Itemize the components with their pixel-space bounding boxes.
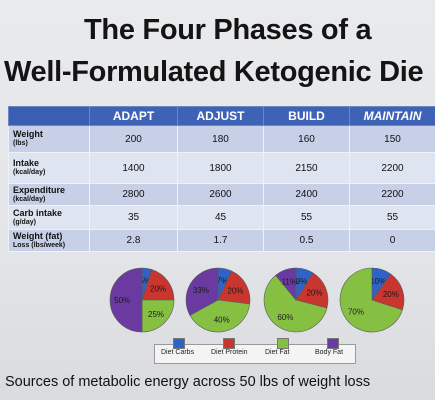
legend-swatch: [223, 338, 235, 349]
table-cell: 2400: [263, 183, 350, 206]
table-cell: 180: [177, 125, 264, 153]
pie-slice-label: 20%: [383, 290, 399, 299]
pie-slice-label: 70%: [348, 308, 364, 317]
legend-label: Diet Carbs: [161, 349, 195, 356]
table-cell: 1800: [177, 152, 264, 184]
row-label: Weight (fat): [13, 230, 63, 241]
table-cell: 2150: [263, 152, 350, 184]
table-cell: 2800: [89, 183, 178, 206]
legend-label: Body Fat: [315, 349, 344, 356]
table-row: Weight (fat) Loss (lbs/week) 2.8 1.7 0.5 0: [8, 229, 435, 252]
pie-legend: Diet Carbs Diet Protein Diet Fat Body Fat: [154, 338, 356, 364]
row-header: Carb intake (g/day): [8, 205, 90, 230]
slide-caption: Sources of metabolic energy across 50 lb…: [5, 374, 371, 390]
table-row: Expenditure (kcal/day) 2800 2600 2400 2200: [8, 183, 435, 206]
pie-slice-label: 60%: [277, 313, 293, 322]
row-header: Expenditure (kcal/day): [8, 183, 90, 206]
table-row: Weight (lbs) 200 180 160 150: [8, 125, 435, 153]
pie-slice-label: 5%: [139, 276, 151, 285]
table-cell: 45: [177, 205, 264, 230]
pie-slice: [295, 272, 329, 309]
column-header-adjust: ADJUST: [177, 106, 264, 126]
pie-slice-label: 7%: [217, 277, 229, 286]
slide-title-line-2: Well-Formulated Ketogenic Die: [4, 56, 424, 88]
table-cell: 2200: [349, 183, 435, 206]
row-header: Weight (lbs): [8, 125, 90, 153]
row-unit: (lbs): [13, 140, 28, 147]
row-unit: (g/day): [13, 218, 36, 226]
pie-slice-label: 33%: [193, 286, 209, 295]
energy-pie-charts: 5%20%25%50%7%20%40%33%9%20%60%11% 10%20%7…: [109, 267, 405, 333]
pie-slice-label: 9%: [296, 277, 308, 286]
column-header-maintain: MAINTAIN: [349, 106, 435, 126]
pie-slice-label: 25%: [148, 310, 164, 319]
table-row: Carb intake (g/day) 35 45 55 55: [8, 205, 435, 230]
table-cell: 0: [349, 229, 435, 252]
row-label: Weight: [13, 129, 43, 139]
row-label: Expenditure: [13, 184, 66, 195]
row-unit: Loss (lbs/week): [13, 241, 66, 249]
legend-swatch: [327, 338, 339, 349]
table-cell: 2.8: [89, 229, 178, 252]
table-cell: 55: [263, 205, 350, 230]
pie-slice: [109, 267, 143, 333]
table-cell: 1400: [89, 152, 178, 184]
legend-swatch: [173, 338, 185, 349]
pie-slice-label: 11%: [282, 277, 297, 286]
table-cell: 200: [89, 125, 178, 153]
pie-slice: [217, 270, 251, 305]
table-cell: 160: [263, 125, 350, 153]
pie-slice: [189, 299, 251, 333]
pie-slice: [275, 267, 297, 301]
row-unit: (kcal/day): [13, 169, 46, 176]
legend-label: Diet Fat: [265, 349, 290, 356]
table-cell: 1.7: [177, 229, 264, 252]
pie-maintain: 10% 20% 70%: [339, 267, 405, 333]
table-corner-cell: [8, 106, 90, 126]
table-body: Weight (lbs) 200 180 160 150 Intake (kcal/day) 1…: [8, 125, 435, 252]
pie-slice: [263, 274, 328, 333]
table-row: Intake (kcal/day) 1400 1800 2150 2200: [8, 152, 435, 184]
table-cell: 35: [89, 205, 178, 230]
pie-slice-label: 20%: [306, 289, 322, 298]
column-header-build: BUILD: [263, 106, 350, 126]
pie-slice-label: 50%: [114, 296, 130, 305]
pie-slice: [371, 273, 405, 311]
pie-slice: [141, 269, 175, 301]
pie-slice-label: 40%: [214, 315, 230, 324]
table-header-row: ADAPT ADJUST BUILD MAINTAIN: [8, 106, 435, 126]
pie-adapt: 5%20% 25% 50%: [109, 267, 175, 333]
row-label: Carb intake: [13, 207, 63, 218]
row-unit: (kcal/day): [13, 195, 46, 203]
pie-slice: [141, 299, 175, 333]
pie-slice-label: 10%: [370, 277, 386, 286]
pie-slice-label: 20%: [150, 284, 166, 293]
legend-swatch: [277, 338, 289, 349]
pie-build: 9% 20% 60% 11%: [263, 267, 329, 333]
row-label: Intake: [13, 158, 40, 168]
row-header: Weight (fat) Loss (lbs/week): [8, 229, 90, 252]
column-header-adapt: ADAPT: [89, 106, 178, 126]
table-cell: 0.5: [263, 229, 350, 252]
table-cell: 2600: [177, 183, 264, 206]
table-cell: 150: [349, 125, 435, 153]
phases-table: ADAPT ADJUST BUILD MAINTAIN Weight (lbs) 2…: [8, 106, 435, 252]
pie-adjust: 7%20% 40% 33%: [185, 267, 251, 333]
pie-slice: [185, 267, 219, 316]
slide-title-line-1: The Four Phases of a: [84, 14, 372, 46]
legend-label: Diet Protein: [211, 349, 248, 356]
pie-slice-label: 20%: [227, 286, 243, 295]
row-header: Intake (kcal/day): [8, 152, 90, 184]
table-cell: 55: [349, 205, 435, 230]
pie-slice: [339, 267, 403, 333]
table-cell: 2200: [349, 152, 435, 184]
